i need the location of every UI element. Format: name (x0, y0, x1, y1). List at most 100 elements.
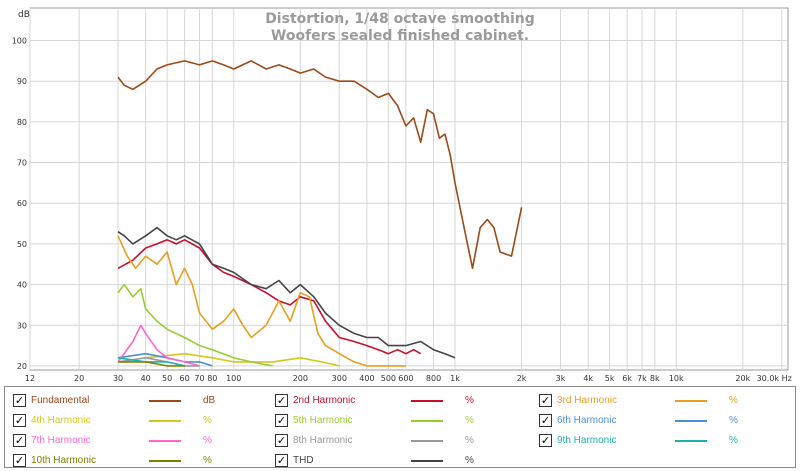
x-tick-label: 4k (583, 374, 593, 383)
legend-checkbox-3rd-harmonic[interactable]: ✓ (539, 394, 552, 407)
legend-item-9th-harmonic[interactable]: ✓ 9th Harmonic% (535, 431, 797, 451)
legend-label: 7th Harmonic (31, 435, 91, 446)
x-tick-label: 1k (450, 374, 460, 383)
legend-label: 10th Harmonic (31, 455, 97, 466)
legend-swatch (675, 440, 707, 442)
legend-swatch (411, 460, 443, 462)
x-tick-label: 5k (605, 374, 615, 383)
plot-area (29, 7, 789, 371)
legend-checkbox-2nd-harmonic[interactable]: ✓ (275, 394, 288, 407)
x-tick-label: 2k (517, 374, 527, 383)
x-tick-label: 500 (381, 374, 396, 383)
legend-item-4th-harmonic[interactable]: ✓ 4th Harmonic% (9, 411, 271, 431)
legend-item-3rd-harmonic[interactable]: ✓ 3rd Harmonic% (535, 391, 797, 411)
legend-unit: % (465, 435, 474, 446)
legend-label: 9th Harmonic (557, 435, 617, 446)
legend-unit: % (465, 415, 474, 426)
x-tick-label: 100 (226, 374, 241, 383)
legend-item-thd[interactable]: ✓ THD% (271, 451, 533, 471)
x-tick-label: 800 (426, 374, 441, 383)
legend-item-5th-harmonic[interactable]: ✓ 5th Harmonic% (271, 411, 533, 431)
legend-swatch (149, 440, 181, 442)
legend-unit: % (729, 435, 738, 446)
x-tick-label: 30.0k Hz (757, 374, 792, 383)
legend-label: 3rd Harmonic (557, 395, 618, 406)
y-tick-label: 90 (17, 77, 27, 86)
legend-panel: ✓ Fundamental dB ✓ 2nd Harmonic% ✓ 3rd Harmoni… (4, 386, 796, 468)
y-tick-label: 40 (17, 281, 27, 290)
y-tick-label: 80 (17, 118, 27, 127)
legend-unit: % (729, 415, 738, 426)
legend-swatch (149, 420, 181, 422)
legend-checkbox-7th-harmonic[interactable]: ✓ (13, 434, 26, 447)
x-tick-label: 20 (74, 374, 84, 383)
x-tick-label: 10k (669, 374, 684, 383)
legend-swatch (149, 460, 181, 462)
legend-swatch (675, 420, 707, 422)
x-tick-label: 12 (25, 374, 35, 383)
legend-item-2nd-harmonic[interactable]: ✓ 2nd Harmonic% (271, 391, 533, 411)
series-line-7th-harmonic (117, 324, 200, 367)
legend-item-6th-harmonic[interactable]: ✓ 6th Harmonic% (535, 411, 797, 431)
x-tick-label: 3k (556, 374, 566, 383)
legend-swatch (411, 440, 443, 442)
y-tick-label: 50 (17, 240, 27, 249)
x-tick-label: 300 (332, 374, 347, 383)
x-tick-label: 8k (650, 374, 660, 383)
legend-swatch (411, 400, 443, 402)
legend-swatch (411, 420, 443, 422)
legend-unit: % (203, 415, 212, 426)
x-tick-label: 50 (162, 374, 172, 383)
legend-unit: % (203, 435, 212, 446)
legend-label: 8th Harmonic (293, 435, 353, 446)
y-tick-label: 30 (17, 321, 27, 330)
legend-checkbox-6th-harmonic[interactable]: ✓ (539, 414, 552, 427)
y-axis-ticks: 20 30 40 50 60 70 80 90 100 (12, 37, 27, 371)
x-tick-label: 70 (194, 374, 204, 383)
y-tick-label: 60 (17, 199, 27, 208)
legend-label: 5th Harmonic (293, 415, 353, 426)
chart-grid (29, 7, 789, 371)
x-tick-label: 200 (293, 374, 308, 383)
legend-label: THD (293, 455, 314, 466)
legend-item-10th-harmonic[interactable]: ✓ 10th Harmonic% (9, 451, 271, 471)
x-tick-label: 20k (735, 374, 750, 383)
chart-series (117, 60, 523, 367)
legend-item-8th-harmonic[interactable]: ✓ 8th Harmonic% (271, 431, 533, 451)
series-line-fundamental (117, 60, 523, 270)
legend-unit: % (465, 455, 474, 466)
legend-item-7th-harmonic[interactable]: ✓ 7th Harmonic% (9, 431, 271, 451)
x-axis-ticks: 12 20 30 40 50 60 70 80 100 200 300 400 500 600 800 1k 2… (25, 374, 792, 383)
legend-checkbox-10th-harmonic[interactable]: ✓ (13, 454, 26, 467)
y-tick-label: 20 (17, 362, 27, 371)
x-tick-label: 7k (637, 374, 647, 383)
legend-label: 6th Harmonic (557, 415, 617, 426)
legend-checkbox-9th-harmonic[interactable]: ✓ (539, 434, 552, 447)
legend-item-fundamental[interactable]: ✓ Fundamental dB (9, 391, 271, 411)
legend-checkbox-8th-harmonic[interactable]: ✓ (275, 434, 288, 447)
legend-swatch (149, 400, 181, 402)
legend-checkbox-5th-harmonic[interactable]: ✓ (275, 414, 288, 427)
y-tick-label: 70 (17, 159, 27, 168)
legend-unit: % (465, 395, 474, 406)
legend-label: 4th Harmonic (31, 415, 91, 426)
x-tick-label: 600 (398, 374, 413, 383)
y-axis-label: dB (18, 10, 30, 20)
legend-checkbox-4th-harmonic[interactable]: ✓ (13, 414, 26, 427)
legend-label: Fundamental (31, 395, 90, 406)
series-line-5th-harmonic (117, 283, 273, 367)
x-tick-label: 80 (207, 374, 217, 383)
legend-unit: % (203, 455, 212, 466)
legend-unit: % (729, 395, 738, 406)
legend-unit: dB (203, 395, 216, 406)
legend-checkbox-thd[interactable]: ✓ (275, 454, 288, 467)
legend-checkbox-fundamental[interactable]: ✓ (13, 394, 26, 407)
series-line-3rd-harmonic (117, 235, 406, 367)
series-line-9th-harmonic (117, 357, 185, 367)
chart-title: Distortion, 1/48 octave smoothing (265, 11, 535, 27)
series-line-thd (117, 226, 456, 359)
series-line-10th-harmonic (118, 361, 185, 367)
y-tick-label: 100 (12, 37, 27, 46)
x-tick-label: 400 (359, 374, 374, 383)
